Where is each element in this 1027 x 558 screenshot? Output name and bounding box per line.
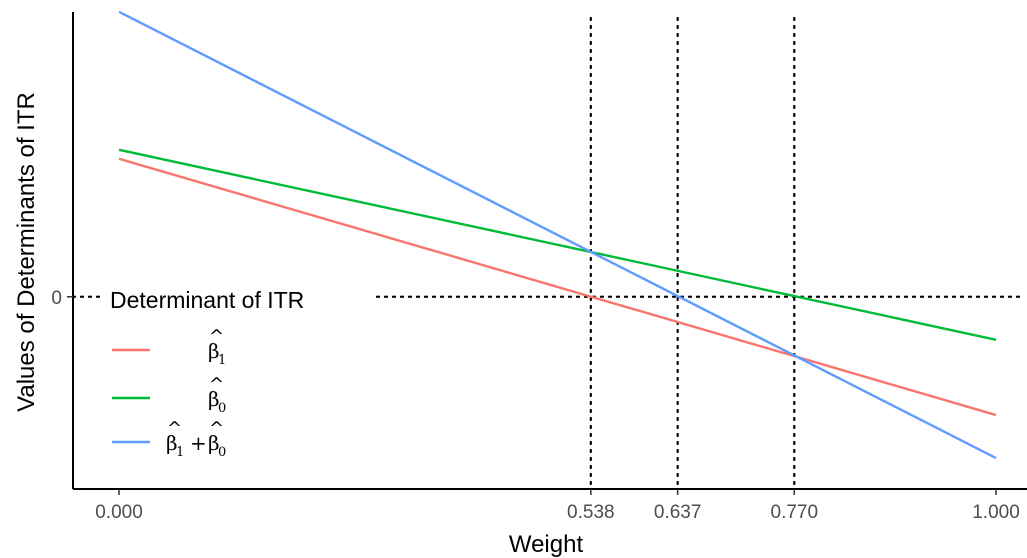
x-tick-label: 0.770 <box>771 502 819 523</box>
legend-item-beta0: β^ 0 <box>112 374 226 416</box>
legend-beta-beta0: β <box>208 387 220 411</box>
legend-hat-beta1: ^ <box>209 326 224 347</box>
legend-background <box>100 280 372 468</box>
series-lines <box>118 10 997 460</box>
legend-sub-beta1: 1 <box>218 353 226 368</box>
legend-plus: + <box>190 431 207 455</box>
legend-sub-sum-b: 0 <box>218 445 226 460</box>
legend-item-beta1: β^ 1 <box>112 326 226 368</box>
x-tick-label: 0.000 <box>95 502 143 523</box>
x-tick-label: 1.000 <box>972 502 1020 523</box>
series-line-beta1 <box>118 157 997 417</box>
y-axis-title: Values of Determinants of ITR <box>13 92 40 412</box>
x-tick-label: 0.637 <box>654 502 702 523</box>
x-axis-title: Weight <box>509 531 584 558</box>
y-tick-label: 0 <box>51 288 62 309</box>
legend-hat-sum-a: ^ <box>167 418 182 439</box>
legend-beta-sum-b: β <box>208 431 220 455</box>
x-axis-ticks: 0.000 0.538 0.637 0.770 1.000 <box>95 489 1020 523</box>
reference-lines <box>71 16 1022 491</box>
legend-sub-beta0: 0 <box>218 401 226 416</box>
x-tick-label: 0.538 <box>567 502 615 523</box>
y-axis-ticks: 0 <box>51 288 73 309</box>
series-line-sum <box>118 10 997 460</box>
legend-title: Determinant of ITR <box>110 287 304 313</box>
legend-sub-sum-a: 1 <box>176 445 184 460</box>
legend-beta-beta1: β <box>208 339 220 363</box>
series-line-beta0 <box>118 148 997 341</box>
legend-hat-sum-b: ^ <box>209 418 224 439</box>
legend-hat-beta0: ^ <box>209 374 224 395</box>
legend: Determinant of ITR β^1β^0β^1 + β^0 <box>100 280 372 468</box>
legend-beta-sum-a: β <box>166 431 178 455</box>
legend-item-sum: β^1 + β^0 <box>112 418 226 460</box>
